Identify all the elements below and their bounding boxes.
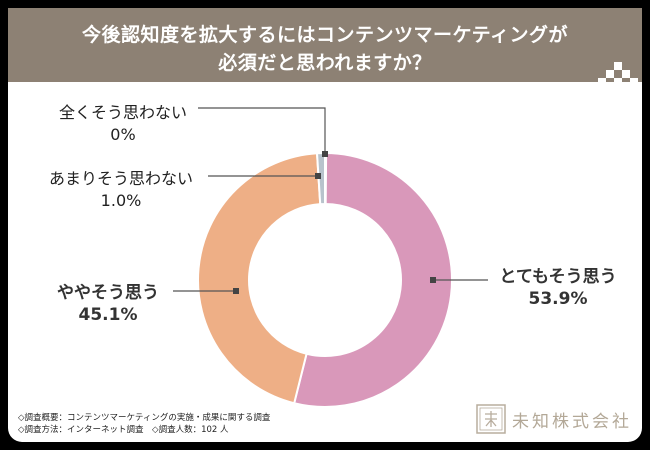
label-totemo-value: 53.9% — [528, 289, 588, 309]
donut-chart — [173, 107, 488, 408]
chart-title-line-1: 今後認知度を拡大するにはコンテンツマーケティングが — [82, 24, 568, 46]
label-amari-value: 1.0% — [100, 191, 142, 210]
title-banner: 今後認知度を拡大するにはコンテンツマーケティングが 必須だと思われますか？ — [8, 8, 642, 86]
company-logo: 未知株式会社 — [476, 404, 632, 434]
label-amari-category: あまりそう思わない — [48, 169, 193, 188]
survey-overview-note: ◇調査概要：コンテンツマーケティングの実施・成果に関する調査 — [18, 413, 271, 423]
chart-title-line-2: 必須だと思われますか？ — [218, 52, 432, 74]
label-totemo-category: とてもそう思う — [499, 267, 617, 287]
leader-yaya-marker — [233, 288, 239, 294]
label-zenku: 全くそう思わない 0% — [28, 102, 218, 146]
label-zenku-value: 0% — [110, 125, 136, 144]
slice-totemo — [292, 151, 453, 408]
company-seal-icon — [476, 404, 506, 434]
label-amari: あまりそう思わない 1.0% — [16, 168, 226, 212]
leader-totemo-marker — [430, 277, 436, 283]
leader-amari-marker — [315, 173, 321, 179]
label-yaya-value: 45.1% — [78, 305, 138, 325]
survey-notes: ◇調査概要：コンテンツマーケティングの実施・成果に関する調査 ◇調査方法：インタ… — [18, 412, 270, 436]
chart-panel: 全くそう思わない 0% あまりそう思わない 1.0% ややそう思う 45.1% … — [8, 82, 642, 442]
leader-zenku — [198, 107, 326, 154]
label-totemo: とてもそう思う 53.9% — [478, 266, 638, 310]
label-zenku-category: 全くそう思わない — [58, 103, 187, 122]
label-yaya: ややそう思う 45.1% — [28, 282, 188, 326]
slice-zenku — [324, 151, 328, 206]
company-name: 未知株式会社 — [512, 411, 632, 432]
label-yaya-category: ややそう思う — [57, 283, 159, 303]
slice-yaya — [197, 152, 322, 405]
leader-zenku-marker — [322, 151, 328, 157]
survey-method-note: ◇調査方法：インターネット調査 ◇調査人数：102 人 — [18, 425, 229, 435]
